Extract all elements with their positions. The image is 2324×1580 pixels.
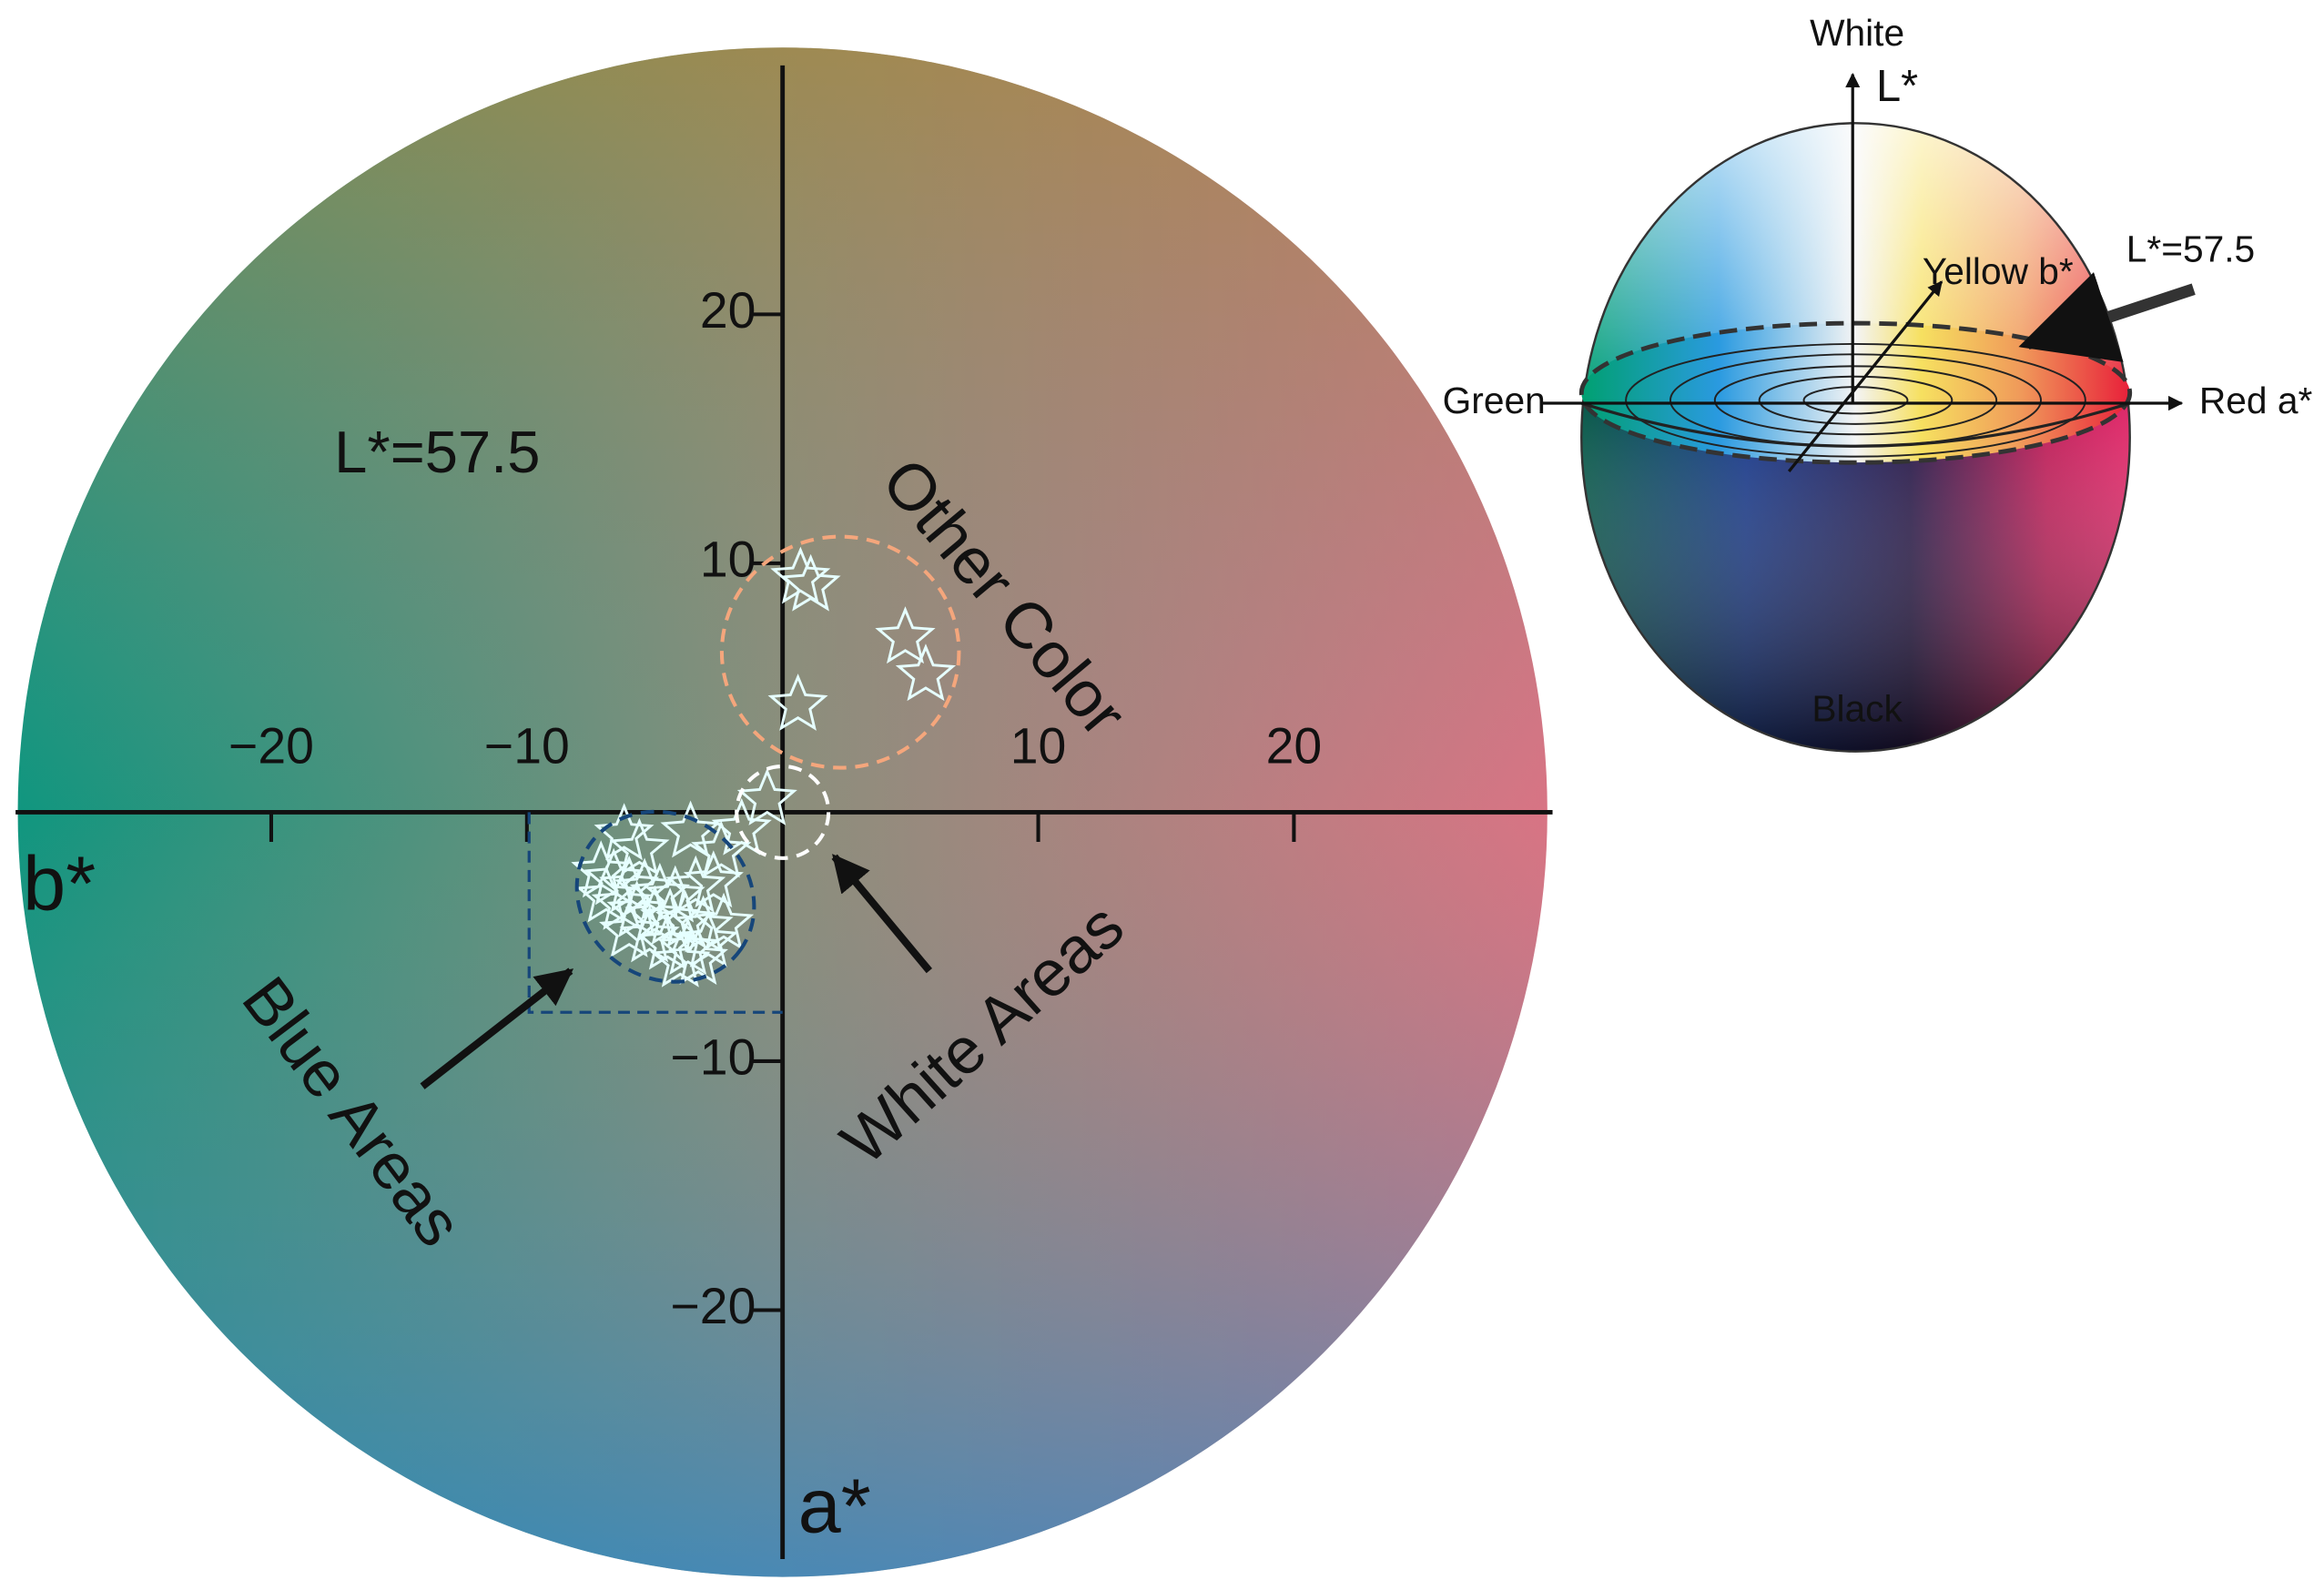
star-point <box>770 546 831 604</box>
inset-label: L* <box>1876 62 1918 111</box>
y-tick-label: 10 <box>700 532 756 588</box>
slice-rings <box>1625 342 2086 458</box>
star-point <box>609 817 670 876</box>
b-axis <box>1787 280 1943 472</box>
blue-region-bounds <box>527 812 783 1014</box>
equator <box>1580 401 2131 448</box>
white-region <box>735 764 831 860</box>
star-point <box>606 880 667 937</box>
star-point <box>599 899 660 957</box>
arrow <box>420 967 574 1089</box>
inset-label: White <box>1810 12 1904 54</box>
star-point <box>691 820 752 878</box>
plot: −20 −10 10 20 20 10 −10 −20 <box>15 65 1553 1560</box>
x-tick-label: −10 <box>484 718 570 775</box>
inset-label: Black <box>1812 687 1903 729</box>
star-point <box>624 885 685 943</box>
y-tick-label: −10 <box>670 1029 756 1086</box>
star-point <box>657 917 718 976</box>
slice-arrow <box>2018 272 2196 362</box>
slice <box>1578 320 2133 465</box>
star-point <box>780 553 841 612</box>
star-point <box>660 800 721 858</box>
star-point <box>637 912 698 970</box>
star-point <box>736 768 797 825</box>
star-point <box>667 927 728 985</box>
star-point <box>650 929 711 988</box>
x-axis-label: b* <box>23 839 96 926</box>
x-tick-label: 20 <box>1266 718 1323 775</box>
star-point <box>895 643 957 702</box>
sphere-inset: White L* Yellow b* L*=57.5 Green Red a* … <box>1443 12 2313 753</box>
star-point <box>694 892 755 950</box>
blue-region <box>574 809 756 984</box>
annotation: L*=57.5 <box>334 419 540 485</box>
y-tick-label: 20 <box>700 282 756 339</box>
star-point <box>683 850 744 908</box>
inset-label: Green <box>1443 380 1546 421</box>
star-point <box>665 855 726 913</box>
y-axis-label: a* <box>798 1462 871 1548</box>
star-point <box>619 905 680 963</box>
star-point <box>875 606 936 664</box>
star-point <box>767 674 828 731</box>
star-point <box>678 910 739 967</box>
inset-label: L*=57.5 <box>2126 228 2255 270</box>
arrow <box>831 854 933 974</box>
y-tick-label: −20 <box>670 1278 756 1334</box>
other-color-region <box>719 534 961 770</box>
inset-label: Yellow b* <box>1923 250 2074 292</box>
star-point <box>594 803 655 861</box>
inset-label: Red a* <box>2199 380 2313 421</box>
x-tick-label: −20 <box>228 718 314 775</box>
x-tick-label: 10 <box>1010 718 1067 775</box>
